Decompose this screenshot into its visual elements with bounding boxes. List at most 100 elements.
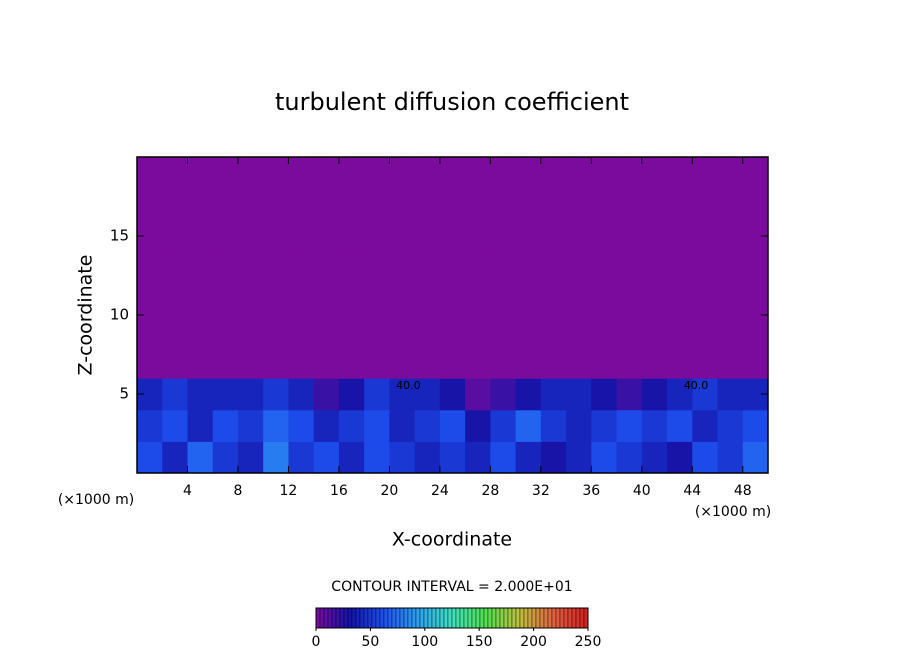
colorbar-tick-label: 150	[466, 634, 493, 650]
cell	[212, 157, 239, 190]
cell	[288, 283, 315, 316]
colorbar-swatch	[527, 607, 533, 629]
contour-interval: CONTOUR INTERVAL = 2.000E+01	[331, 579, 572, 595]
cell	[667, 283, 693, 316]
cell	[212, 378, 239, 411]
cell	[490, 315, 517, 348]
cell	[742, 315, 769, 348]
cell	[187, 315, 214, 348]
cell	[187, 378, 214, 411]
colorbar-swatch	[443, 607, 449, 629]
cell	[490, 188, 517, 221]
cell	[389, 283, 416, 316]
cell	[616, 188, 643, 221]
cell	[540, 220, 567, 253]
cell	[338, 251, 365, 284]
cell	[667, 346, 693, 379]
cell	[439, 157, 466, 190]
colorbar-swatch	[535, 607, 541, 629]
cell	[692, 188, 719, 221]
colorbar-swatch	[351, 607, 357, 629]
cell	[566, 283, 592, 316]
cell	[313, 251, 340, 284]
cell	[616, 441, 643, 474]
cell	[515, 283, 542, 316]
colorbar-swatch	[395, 607, 401, 629]
x-tick-label: 32	[532, 483, 550, 499]
colorbar-swatch	[331, 607, 337, 629]
cell	[414, 251, 441, 284]
cell	[692, 346, 719, 379]
cell	[389, 409, 416, 442]
cell	[313, 378, 340, 411]
cell	[263, 346, 289, 379]
cell	[566, 188, 592, 221]
cell	[237, 315, 264, 348]
cell	[338, 315, 365, 348]
cell	[212, 283, 239, 316]
cell	[288, 157, 315, 190]
cell	[566, 251, 592, 284]
cell	[364, 220, 390, 253]
cell	[465, 315, 491, 348]
cell	[515, 188, 542, 221]
cell	[717, 441, 744, 474]
x-tick-label: 24	[431, 483, 449, 499]
cell	[389, 441, 416, 474]
cell	[414, 346, 441, 379]
colorbar-swatch	[359, 607, 365, 629]
colorbar-swatch	[435, 607, 441, 629]
cell	[414, 283, 441, 316]
colorbar-tick-label: 50	[361, 634, 379, 650]
colorbar-swatch	[411, 607, 417, 629]
colorbar-swatch	[431, 607, 437, 629]
cell	[288, 188, 315, 221]
cell	[389, 315, 416, 348]
cell	[237, 283, 264, 316]
colorbar-swatch	[463, 607, 469, 629]
cell	[137, 315, 163, 348]
cell	[591, 220, 618, 253]
cell	[692, 251, 719, 284]
cell	[187, 251, 214, 284]
colorbar-swatch	[451, 607, 457, 629]
cell	[137, 283, 163, 316]
cell	[717, 220, 744, 253]
cell	[641, 378, 668, 411]
colorbar-swatch	[427, 607, 433, 629]
cell	[515, 378, 542, 411]
colorbar-swatch	[583, 607, 589, 629]
cell	[667, 188, 693, 221]
cell	[566, 220, 592, 253]
cell	[667, 220, 693, 253]
cell	[212, 251, 239, 284]
cell	[540, 409, 567, 442]
cell	[439, 220, 466, 253]
colorbar-swatch	[471, 607, 477, 629]
x-tick-label: 48	[734, 483, 752, 499]
colorbar-swatch	[479, 607, 485, 629]
cell	[313, 157, 340, 190]
cell	[692, 409, 719, 442]
colorbar-swatch	[355, 607, 361, 629]
colorbar-swatch	[499, 607, 505, 629]
cell	[338, 220, 365, 253]
cell	[237, 441, 264, 474]
cell	[566, 378, 592, 411]
cell	[667, 157, 693, 190]
cell	[364, 157, 390, 190]
cell	[692, 315, 719, 348]
cell	[237, 188, 264, 221]
cell	[742, 188, 769, 221]
cell	[692, 378, 719, 411]
cell	[717, 346, 744, 379]
cell	[515, 409, 542, 442]
colorbar-swatch	[567, 607, 573, 629]
cell	[692, 283, 719, 316]
cell	[313, 220, 340, 253]
cell	[490, 441, 517, 474]
cell	[162, 346, 188, 379]
colorbar-swatch	[419, 607, 425, 629]
cell	[490, 346, 517, 379]
cell	[465, 251, 491, 284]
